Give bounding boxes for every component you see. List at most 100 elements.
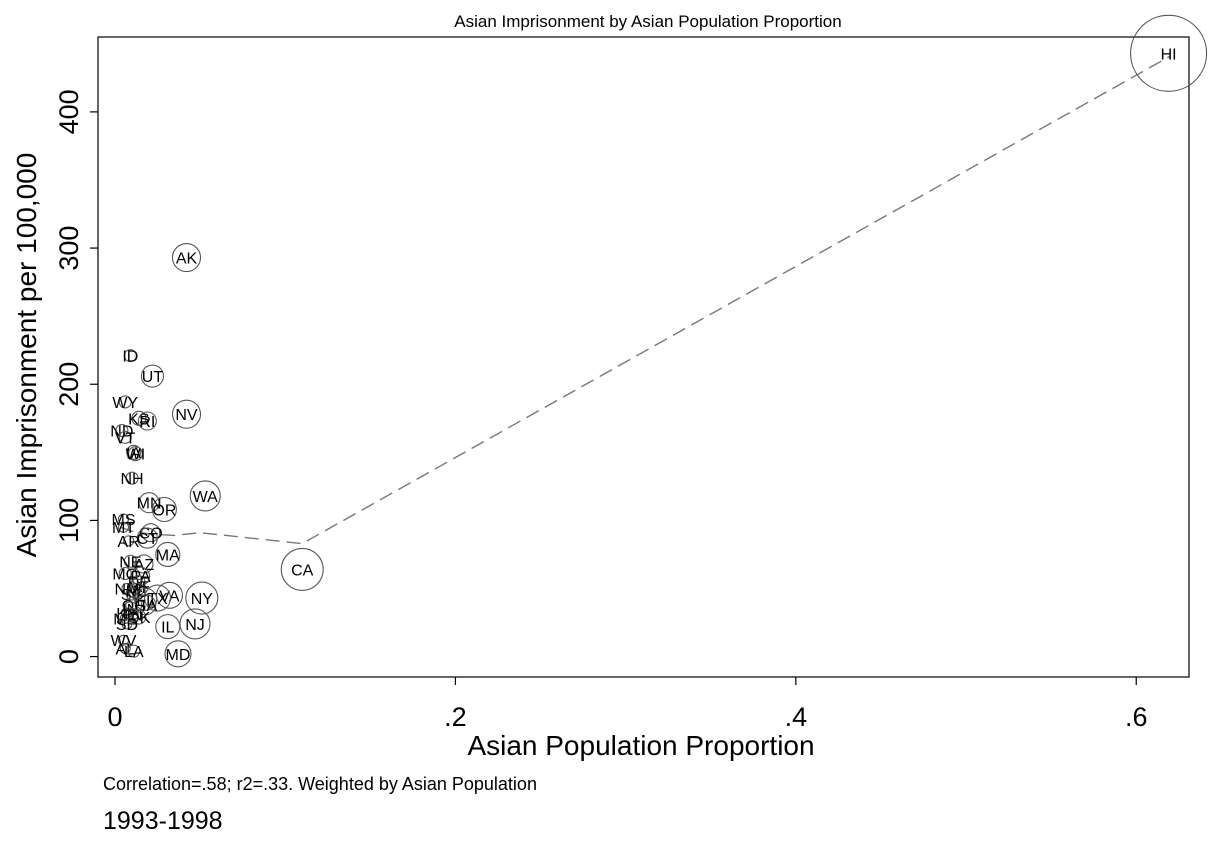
point-marker [115,423,129,438]
point-marker [280,547,324,591]
point-marker [117,513,130,525]
point-marker [136,527,158,549]
data-point-nj: NJ [179,608,211,640]
point-marker [125,607,139,621]
point-label: WA [193,489,219,506]
x-tick-label: .2 [444,702,467,732]
data-point-wi: WI [126,446,145,464]
data-point-mn: MN [137,492,162,514]
point-marker [125,587,139,601]
point-label: ID [122,349,138,366]
point-marker [185,581,219,615]
y-axis: 0 100 200 300 400 [54,89,98,664]
point-marker [117,521,130,533]
point-label: CO [139,526,163,543]
data-point-mt: MT [112,520,135,537]
x-tick-label: .6 [1125,702,1148,732]
point-label: NH [120,471,143,488]
data-point-me: ME [113,611,137,628]
data-point-tx: TX [144,584,172,612]
point-label: VT [115,430,136,447]
point-label: OR [152,503,176,520]
data-point-ca: CA [280,547,324,591]
data-point-pa: PA [130,566,151,586]
point-label: WY [112,395,138,412]
point-label: TX [147,591,168,608]
chart-note: Correlation=.58; r2=.33. Weighted by Asi… [103,774,537,794]
point-marker [171,399,202,429]
point-label: VA [159,588,179,605]
x-axis-label: Asian Population Proportion [467,730,814,761]
data-point-co: CO [139,523,163,543]
y-tick-label: 200 [54,362,84,407]
data-point-ut: UT [140,364,165,388]
point-label: AK [176,251,198,268]
chart-title: Asian Imprisonment by Asian Population P… [454,12,841,31]
point-marker [141,523,161,543]
point-label: MT [112,520,135,537]
point-marker [123,349,137,363]
x-axis: 0 .2 .4 .6 [108,677,1148,732]
data-point-nh: NH [120,471,143,488]
point-marker [118,430,132,444]
point-marker [1130,14,1208,92]
plot-frame [97,36,1190,678]
point-label: FL [136,592,155,609]
data-point-vt: VT [115,430,136,447]
point-marker [137,411,157,431]
point-label: AZ [134,557,155,574]
point-marker [121,618,133,630]
y-axis-label: Asian Imprisonment per 100,000 [11,153,42,558]
fit-line [119,55,1171,545]
point-label: HI [1161,46,1177,63]
data-point-ri: RI [137,411,157,431]
x-tick-label: 0 [108,702,123,732]
data-point-wa: WA [189,480,221,512]
data-point-nv: NV [171,399,202,429]
point-label: PA [130,569,150,586]
point-marker [118,566,132,581]
point-marker [127,446,143,462]
point-marker [121,582,133,595]
point-label: UT [142,369,164,386]
point-marker [179,608,211,640]
data-point-ct: CT [136,527,158,549]
point-marker [134,587,158,611]
data-point-id: ID [122,349,138,366]
data-point-md: MD [164,640,192,668]
point-label: IL [161,620,174,637]
point-marker [189,480,221,512]
data-point-az: AZ [134,554,155,574]
point-marker [144,584,172,612]
data-point-sd: SD [116,617,138,634]
point-label: CA [291,562,314,579]
point-marker [138,492,160,514]
data-point-ak: AK [171,243,202,273]
point-marker [119,612,131,624]
data-point-ny: NY [185,581,219,615]
point-label: ME [113,611,137,628]
point-marker [126,444,142,460]
data-point-ma: MA [155,541,181,567]
point-label: SD [116,617,138,634]
point-marker [155,541,181,567]
point-marker [125,471,139,485]
point-marker [134,554,154,574]
point-label: RI [139,414,155,431]
y-tick-label: 300 [54,226,84,271]
point-label: MD [166,647,191,664]
data-point-fl: FL [134,587,158,611]
data-point-wy: WY [112,395,138,412]
point-label: NV [175,407,198,424]
point-marker [123,535,135,547]
point-marker [118,395,132,409]
point-marker [119,642,131,654]
y-tick-label: 400 [54,89,84,134]
point-marker [171,243,202,273]
point-marker [123,554,137,568]
data-point-la: LA [124,644,144,661]
point-marker [155,581,184,609]
y-tick-label: 0 [54,649,84,664]
